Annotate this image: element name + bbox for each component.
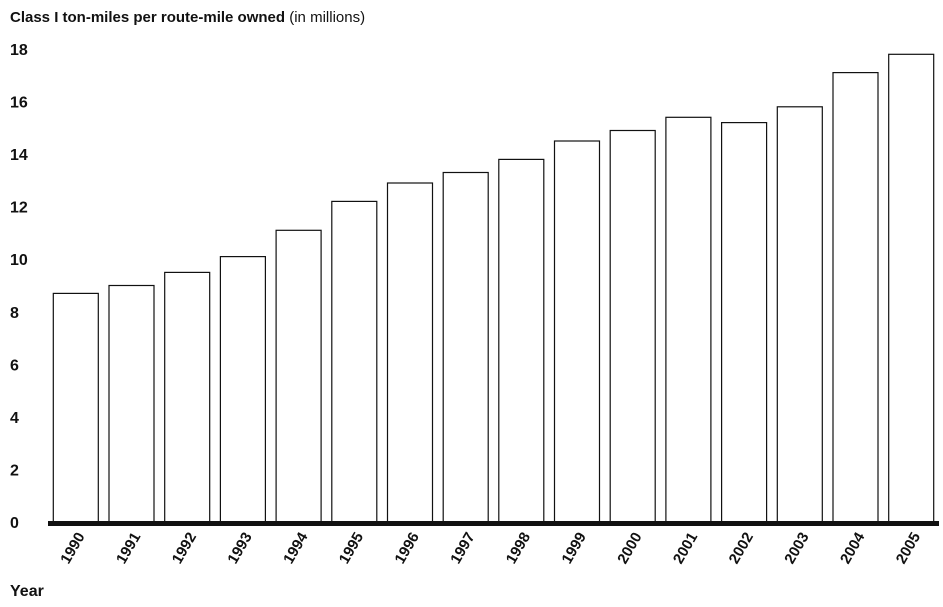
x-axis-ticks: 1990 1991 1992 1993 1994 1995 1996 1997 1998 1999… bbox=[57, 529, 924, 567]
y-tick-label: 0 bbox=[10, 515, 19, 532]
chart-title-unit: (in millions) bbox=[289, 9, 366, 26]
bar-1994 bbox=[275, 229, 322, 523]
bar-2001 bbox=[665, 116, 712, 523]
bar-1991 bbox=[108, 284, 155, 523]
bar-1996 bbox=[386, 182, 434, 523]
bar-2000 bbox=[609, 129, 656, 523]
x-tick-label: 2001 bbox=[670, 529, 701, 566]
x-tick-label: 2003 bbox=[781, 529, 812, 566]
x-tick-label: 1992 bbox=[169, 529, 200, 566]
x-tick-label: 2004 bbox=[837, 529, 869, 567]
x-tick-label: 1990 bbox=[57, 529, 88, 566]
bar-1997 bbox=[442, 171, 489, 523]
x-tick-label: 1998 bbox=[503, 529, 534, 566]
y-tick-label: 14 bbox=[10, 147, 28, 164]
bar-1995 bbox=[331, 200, 378, 523]
x-tick-label: 2002 bbox=[726, 529, 757, 566]
bar-2003 bbox=[776, 106, 823, 523]
y-tick-label: 2 bbox=[10, 462, 19, 479]
x-tick-label: 1997 bbox=[447, 529, 478, 566]
x-tick-label: 1991 bbox=[113, 529, 144, 566]
y-tick-label: 18 bbox=[10, 42, 28, 59]
bars bbox=[52, 53, 935, 523]
x-axis-baseline bbox=[48, 521, 939, 526]
y-tick-label: 6 bbox=[10, 357, 19, 374]
y-axis-ticks: 0 2 4 6 8 10 12 14 16 18 bbox=[10, 42, 28, 532]
x-tick-label: 1994 bbox=[280, 529, 312, 567]
bar-1992 bbox=[164, 271, 211, 523]
bar-1990 bbox=[52, 292, 99, 523]
y-tick-label: 10 bbox=[10, 252, 28, 269]
bar-1998 bbox=[498, 158, 545, 523]
x-tick-label: 2005 bbox=[893, 529, 924, 566]
x-tick-label: 1993 bbox=[224, 529, 255, 566]
chart-title: Class I ton-miles per route-mile owned (… bbox=[10, 9, 365, 26]
bar-2005 bbox=[888, 53, 935, 523]
chart-title-main: Class I ton-miles per route-mile owned bbox=[10, 9, 286, 26]
x-tick-label: 1995 bbox=[336, 529, 367, 566]
x-tick-label: 1996 bbox=[391, 529, 422, 566]
x-tick-label: 2000 bbox=[614, 529, 645, 566]
bar-2002 bbox=[720, 121, 768, 523]
y-tick-label: 12 bbox=[10, 200, 28, 217]
x-tick-label: 1999 bbox=[558, 529, 589, 566]
y-tick-label: 8 bbox=[10, 305, 19, 322]
bar-2004 bbox=[832, 71, 879, 523]
y-tick-label: 4 bbox=[10, 410, 19, 427]
y-tick-label: 16 bbox=[10, 95, 28, 112]
bar-1999 bbox=[553, 140, 601, 523]
bar-1993 bbox=[219, 256, 266, 523]
x-axis-label: Year bbox=[10, 583, 44, 600]
